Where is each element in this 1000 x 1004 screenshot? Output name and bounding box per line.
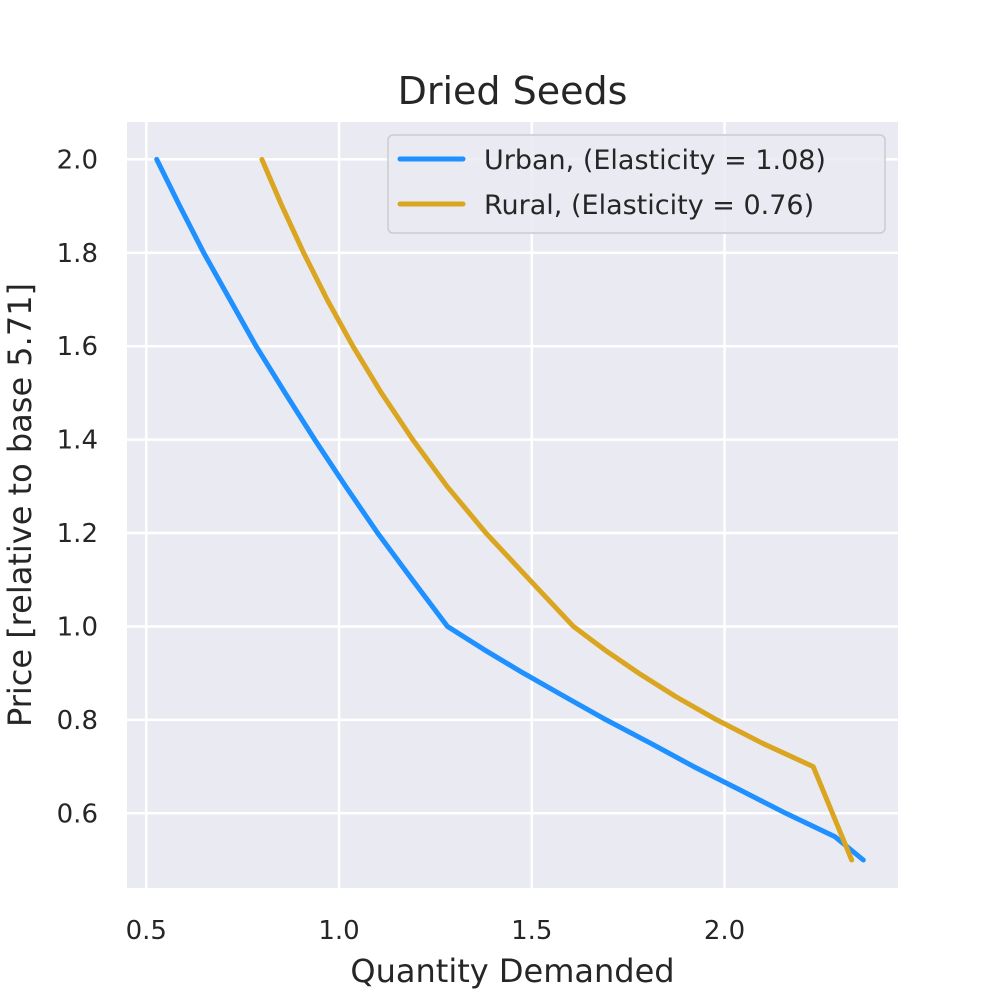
- y-axis-title: Price [relative to base 5.71]: [1, 283, 39, 727]
- y-tick-label: 1.0: [57, 612, 98, 642]
- legend-label-rural: Rural, (Elasticity = 0.76): [484, 190, 814, 221]
- plot-background: [127, 122, 898, 888]
- x-tick-label: 1.0: [318, 916, 359, 946]
- legend-label-urban: Urban, (Elasticity = 1.08): [484, 145, 826, 176]
- y-tick-labels: 0.6 0.8 1.0 1.2 1.4 1.6 1.8 2.0: [57, 145, 98, 829]
- urban-demand-line: [154, 156, 866, 863]
- y-tick-label: 0.8: [57, 706, 98, 736]
- y-tick-label: 0.6: [57, 799, 98, 829]
- series-lines: [154, 156, 866, 863]
- legend-box: [387, 134, 886, 234]
- grid-lines: [127, 122, 898, 888]
- x-axis-title: Quantity Demanded: [350, 952, 674, 990]
- x-tick-labels: 0.5 1.0 1.5 2.0: [126, 916, 746, 946]
- y-tick-label: 1.2: [57, 519, 98, 549]
- y-tick-label: 1.4: [57, 426, 98, 456]
- y-tick-label: 2.0: [57, 145, 98, 175]
- y-tick-label: 1.6: [57, 332, 98, 362]
- x-tick-label: 0.5: [126, 916, 167, 946]
- x-tick-label: 2.0: [704, 916, 745, 946]
- rural-demand-line: [259, 156, 855, 863]
- y-tick-label: 1.8: [57, 239, 98, 269]
- x-tick-label: 1.5: [511, 916, 552, 946]
- legend: Urban, (Elasticity = 1.08) Rural, (Elast…: [387, 134, 886, 234]
- chart-title: Dried Seeds: [398, 69, 628, 113]
